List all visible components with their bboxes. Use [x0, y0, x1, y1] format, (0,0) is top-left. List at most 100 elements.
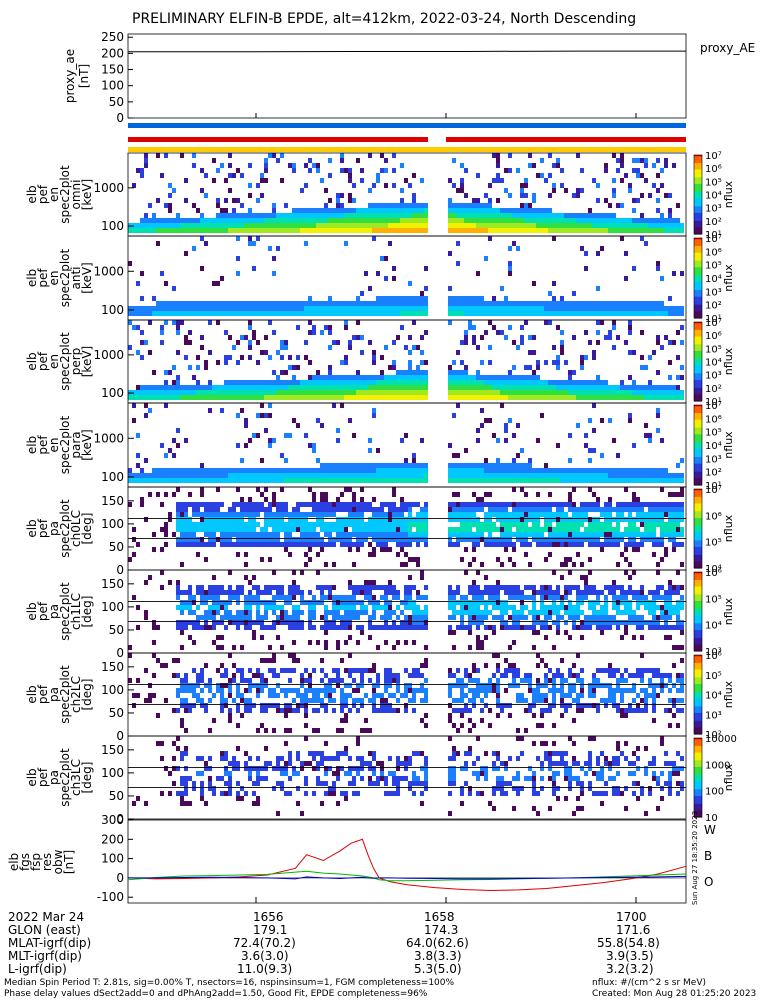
panel-6-cell — [388, 580, 392, 585]
panel-1-cell — [144, 218, 148, 223]
panel-6-cell — [448, 590, 452, 595]
panel-5-cell — [364, 537, 368, 542]
panel-5-cell — [472, 512, 476, 517]
panel-1-cell — [516, 228, 520, 233]
panel-4-cell — [480, 423, 484, 428]
panel-3-cell — [652, 385, 656, 390]
panel-5-cell — [132, 552, 136, 557]
panel-4-cell — [488, 478, 492, 483]
panel-3-colorbar-cell — [694, 395, 702, 398]
panel-3-cell — [136, 350, 140, 355]
panel-5-cell — [588, 487, 592, 492]
panel-4-cell — [252, 433, 256, 438]
panel-6-cell — [508, 595, 512, 600]
panel-6-cell — [268, 585, 272, 590]
panel-5-cell — [556, 507, 560, 512]
panel-5-cell — [180, 522, 184, 527]
panel-5-cell — [340, 532, 344, 537]
panel-3-cell — [332, 385, 336, 390]
panel-3-cell — [492, 375, 496, 380]
panel-1-cell — [532, 228, 536, 233]
panel-1-cell — [404, 178, 408, 183]
panel-4-cell — [308, 468, 312, 473]
panel-6-cell — [532, 605, 536, 610]
panel-3-cell — [256, 340, 260, 345]
panel-2-cell — [344, 311, 348, 316]
panel-2-cell — [380, 256, 384, 261]
panel-5-cell — [332, 502, 336, 507]
panel-1-cell — [180, 153, 184, 158]
panel-5-cell — [672, 527, 676, 532]
panel-5-cell — [424, 537, 428, 542]
panel-5-cell — [572, 487, 576, 492]
panel-1-cell — [528, 228, 532, 233]
panel-5-cell — [480, 527, 484, 532]
panel-3-colorbar-cell — [694, 399, 702, 402]
panel-5-cell — [592, 537, 596, 542]
panel-3-cell — [448, 375, 452, 380]
panel-1-cell — [424, 213, 428, 218]
panel-3-cell — [336, 380, 340, 385]
panel-1-cell — [272, 153, 276, 158]
panel-3-cell — [484, 395, 488, 400]
panel-6-cell — [184, 620, 188, 625]
panel-5-cell — [536, 512, 540, 517]
panel-1-cell — [504, 218, 508, 223]
panel-3-cell — [540, 395, 544, 400]
panel-1-cell — [632, 198, 636, 203]
panel-2-cell — [656, 306, 660, 311]
panel-5-cell — [296, 537, 300, 542]
panel-5-cell — [192, 502, 196, 507]
panel-2-cell — [460, 311, 464, 316]
panel-1-cell — [468, 213, 472, 218]
panel-3-cell — [312, 325, 316, 330]
panel-3-cell — [488, 395, 492, 400]
panel-5-colorbar-cell — [694, 557, 702, 560]
panel-6-cell — [396, 625, 400, 630]
panel-3-cell — [360, 350, 364, 355]
panel-2-cell — [620, 306, 624, 311]
panel-1-cell — [140, 173, 144, 178]
panel-5-cell — [424, 532, 428, 537]
panel-6-cell — [212, 620, 216, 625]
panel-1-cell — [396, 213, 400, 218]
panel-5-cell — [328, 542, 332, 547]
panel-1-cell — [340, 193, 344, 198]
panel-6-cell — [296, 590, 300, 595]
panel-1-cell — [156, 223, 160, 228]
panel-3-cell — [420, 370, 424, 375]
panel-1-cell — [332, 223, 336, 228]
panel-3-cell — [308, 380, 312, 385]
panel-4-cell — [520, 473, 524, 478]
panel-3-cell — [344, 380, 348, 385]
panel-4-cell — [572, 473, 576, 478]
panel-3-cell — [184, 340, 188, 345]
panel-6-cell — [452, 630, 456, 635]
panel-5-cell — [340, 542, 344, 547]
panel-6-cell — [496, 600, 500, 605]
panel-5-cell — [552, 542, 556, 547]
panel-4-cell — [272, 438, 276, 443]
panel-2-colorbar-cell — [694, 311, 702, 314]
panel-2-cell — [208, 301, 212, 306]
panel-1-cell — [588, 228, 592, 233]
panel-2-cell — [192, 306, 196, 311]
panel-1-colorbar-cell — [694, 174, 702, 177]
panel-4-colorbar-cell — [694, 439, 702, 442]
panel-4-cell — [248, 478, 252, 483]
panel-5-cell — [584, 517, 588, 522]
panel-5-cell — [644, 527, 648, 532]
panel-6-cell — [292, 570, 296, 575]
panel-6-cell — [252, 635, 256, 640]
panel-3-cell — [528, 335, 532, 340]
panel-3-cell — [560, 395, 564, 400]
panel-5-cell — [548, 537, 552, 542]
panel-3-cell — [476, 345, 480, 350]
panel-5-cell — [628, 542, 632, 547]
panel-3-cell — [612, 385, 616, 390]
panel-3-cell — [388, 380, 392, 385]
panel-4-cell — [612, 468, 616, 473]
panel-6-cell — [244, 575, 248, 580]
panel-6-cell — [392, 620, 396, 625]
panel-6-cell — [520, 625, 524, 630]
